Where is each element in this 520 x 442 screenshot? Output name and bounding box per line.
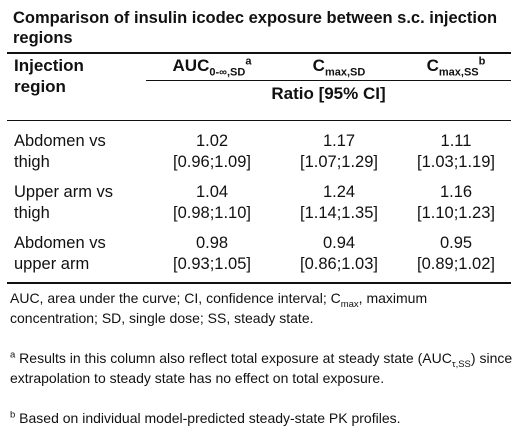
header-cmax-ss-sup: b (478, 55, 486, 68)
row-1-cmax-ss-ci: [1.03;1.19] (417, 153, 495, 171)
header-ratio-label: Ratio [95% CI] (271, 84, 386, 103)
row-1-region-line2: thigh (14, 153, 50, 171)
footnote-b-mark: b (10, 409, 16, 421)
table-bottom-rule (7, 282, 511, 284)
row-3-cmax-sd-ci: [0.86;1.03] (300, 255, 378, 273)
header-sub-rule (146, 80, 511, 81)
footnote-b-text: Based on individual model-predicted stea… (15, 410, 401, 426)
row-1-auc-value: 1.02 (195, 132, 229, 150)
row-3-cmax-ss: 0.95 [0.89;1.02] (398, 233, 514, 275)
row-2-auc-ci: [0.98;1.10] (173, 204, 251, 222)
table-row-region: Abdomen vs thigh (14, 131, 106, 173)
row-3-auc-value: 0.98 (195, 234, 229, 252)
row-3-cmax-sd: 0.94 [0.86;1.03] (284, 233, 394, 275)
footnote-b: b Based on individual model-predicted st… (10, 408, 515, 428)
row-1-auc-ci: [0.96;1.09] (173, 153, 251, 171)
footnote-a-part1: Results in this column also reflect tota… (15, 350, 452, 366)
table-row-region: Abdomen vs upper arm (14, 233, 106, 275)
footnote-abbrev-part2: , maximum concentration; SD, single dose… (10, 290, 428, 326)
footnote-abbrev-sub: max (340, 298, 359, 310)
footnote-a: a Results in this column also reflect to… (10, 348, 515, 388)
table-row-region: Upper arm vs thigh (14, 182, 113, 224)
row-2-cmax-sd: 1.24 [1.14;1.35] (284, 182, 394, 224)
row-1-cmax-sd-ci: [1.07;1.29] (300, 153, 378, 171)
row-1-cmax-sd-value: 1.17 (322, 132, 356, 150)
footnote-a-sub: τ,SS (451, 358, 471, 370)
header-cmax-ss-main: C (426, 56, 439, 75)
row-3-cmax-ss-value: 0.95 (439, 234, 473, 252)
row-2-auc-value: 1.04 (195, 183, 229, 201)
row-3-region-line1: Abdomen vs (14, 234, 106, 252)
header-cmax-sd-main: C (312, 56, 325, 75)
row-2-auc: 1.04 [0.98;1.10] (147, 182, 277, 224)
header-injection-region: Injection region (14, 55, 84, 97)
header-cmax-ss-sub: max,SS (438, 66, 479, 79)
footnote-abbreviations: AUC, area under the curve; CI, confidenc… (10, 288, 515, 328)
row-3-cmax-sd-value: 0.94 (322, 234, 356, 252)
row-1-auc: 1.02 [0.96;1.09] (147, 131, 277, 173)
header-region-line2: region (14, 77, 66, 96)
row-3-auc-ci: [0.93;1.05] (173, 255, 251, 273)
header-auc-sup: a (245, 55, 252, 68)
row-2-cmax-ss: 1.16 [1.10;1.23] (398, 182, 514, 224)
header-cmax-sd-sub: max,SD (324, 66, 366, 79)
top-rule (7, 52, 511, 54)
row-1-cmax-ss-value: 1.11 (440, 132, 472, 150)
row-1-cmax-ss: 1.11 [1.03;1.19] (398, 131, 514, 173)
table-title: Comparison of insulin icodec exposure be… (13, 9, 498, 47)
row-3-cmax-ss-ci: [0.89;1.02] (417, 255, 495, 273)
header-auc-main: AUC (172, 56, 210, 75)
row-2-cmax-ss-ci: [1.10;1.23] (417, 204, 495, 222)
row-2-region-line2: thigh (14, 204, 50, 222)
row-1-cmax-sd: 1.17 [1.07;1.29] (284, 131, 394, 173)
row-2-cmax-sd-ci: [1.14;1.35] (300, 204, 378, 222)
header-auc-sub: 0-∞,SD (209, 66, 246, 79)
header-bottom-rule (7, 120, 511, 121)
footnote-a-part2: ) since extrapolation to steady state ha… (10, 350, 513, 386)
header-region-line1: Injection (14, 56, 84, 75)
footnote-abbrev-part1: AUC, area under the curve; CI, confidenc… (10, 290, 341, 306)
header-cmax-ss: Cmax,SSb (398, 55, 514, 79)
row-1-region-line1: Abdomen vs (14, 132, 106, 150)
footnote-a-mark: a (10, 349, 16, 361)
header-cmax-sd: Cmax,SD (284, 55, 394, 79)
row-2-cmax-ss-value: 1.16 (439, 183, 473, 201)
row-3-region-line2: upper arm (14, 255, 90, 273)
row-2-region-line1: Upper arm vs (14, 183, 114, 201)
header-auc: AUC0-∞,SDa (147, 55, 277, 79)
row-3-auc: 0.98 [0.93;1.05] (147, 233, 277, 275)
row-2-cmax-sd-value: 1.24 (322, 183, 356, 201)
